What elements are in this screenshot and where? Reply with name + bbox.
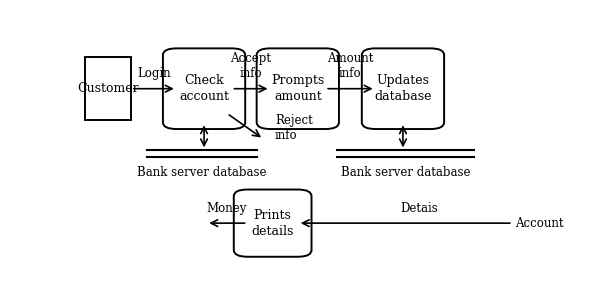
Text: Reject
info: Reject info bbox=[275, 114, 313, 143]
FancyBboxPatch shape bbox=[163, 48, 245, 129]
Text: Amount
info: Amount info bbox=[327, 52, 373, 80]
Text: Updates
database: Updates database bbox=[374, 74, 432, 103]
Text: Check
account: Check account bbox=[179, 74, 229, 103]
Text: Login: Login bbox=[137, 67, 171, 80]
Text: Prompts
amount: Prompts amount bbox=[271, 74, 325, 103]
FancyBboxPatch shape bbox=[85, 57, 131, 120]
Text: Prints
details: Prints details bbox=[251, 209, 294, 238]
Text: Customer: Customer bbox=[77, 82, 139, 95]
FancyBboxPatch shape bbox=[257, 48, 339, 129]
Text: Bank server database: Bank server database bbox=[340, 166, 470, 179]
Text: Money: Money bbox=[206, 202, 247, 215]
Text: Accept
info: Accept info bbox=[231, 52, 271, 80]
FancyBboxPatch shape bbox=[234, 189, 312, 257]
Text: Bank server database: Bank server database bbox=[137, 166, 267, 179]
FancyBboxPatch shape bbox=[362, 48, 444, 129]
Text: Detais: Detais bbox=[400, 202, 438, 215]
Text: Account: Account bbox=[515, 217, 563, 230]
